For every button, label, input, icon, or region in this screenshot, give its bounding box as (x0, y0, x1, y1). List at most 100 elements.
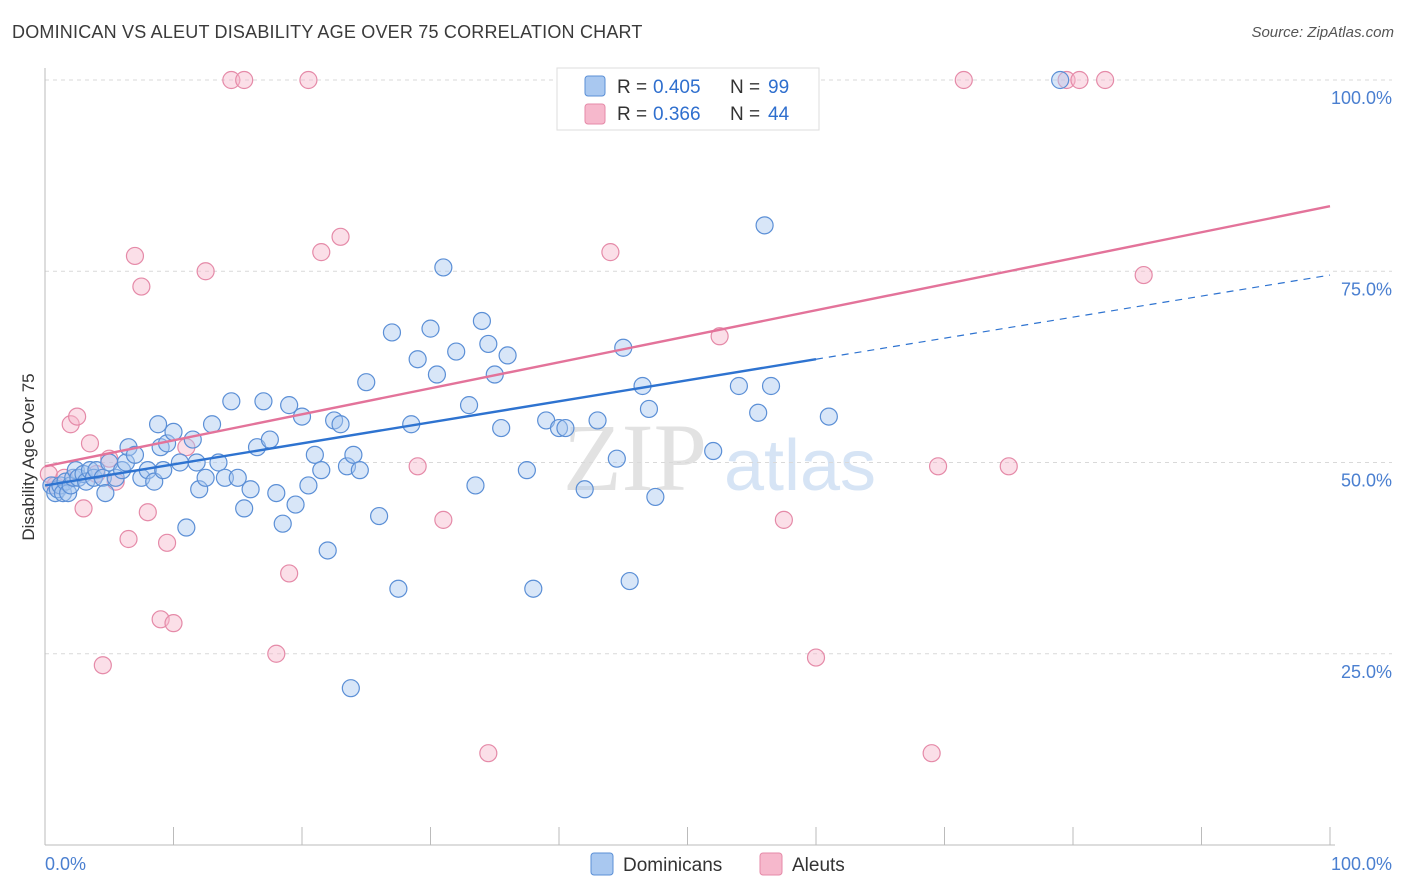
dominicans-point-46 (254, 392, 273, 411)
dominicans-point-27 (148, 415, 168, 434)
dominicans-point-80 (517, 461, 536, 480)
dominicans-point-98 (819, 407, 838, 426)
dominicans-point-95 (749, 403, 768, 422)
watermark-atlas: atlas (724, 426, 876, 506)
dominicans-point-65 (382, 323, 402, 342)
aleuts-point-32 (710, 327, 729, 346)
dominicans-point-50 (280, 396, 299, 415)
legend-n-value-aleuts: 44 (768, 104, 790, 125)
y-tick-label-25: 25.0% (1341, 662, 1392, 682)
legend-r-value-aleuts: 0.366 (653, 104, 701, 125)
dominicans-point-97 (761, 376, 781, 396)
dominicans-point-40 (215, 468, 234, 487)
dominicans-point-73 (459, 396, 479, 415)
dominicans-point-54 (305, 445, 324, 464)
dominicans-point-94 (729, 376, 749, 396)
y-tick-label-50: 50.0% (1341, 471, 1392, 491)
dominicans-point-63 (357, 373, 376, 392)
y-tick-label-75: 75.0% (1341, 279, 1392, 299)
dominicans-point-37 (196, 468, 215, 487)
aleuts-point-28 (434, 510, 453, 529)
aleuts-point-36 (922, 744, 941, 763)
dominicans-point-66 (389, 579, 408, 598)
aleuts-point-16 (157, 533, 177, 552)
dominicans-point-53 (299, 476, 318, 495)
dominicans-point-47 (260, 430, 279, 449)
legend-swatch-dominicans (584, 75, 606, 97)
bottom-legend-label-dominicans: Dominicans (623, 855, 722, 876)
aleuts-point-17 (164, 614, 183, 633)
aleuts-point-14 (138, 503, 157, 522)
dominicans-point-68 (408, 350, 427, 369)
dominicans-point-31 (164, 422, 183, 441)
dominicans-point-84 (556, 418, 575, 438)
aleuts-point-19 (196, 262, 215, 281)
aleuts-point-43 (1134, 265, 1153, 285)
aleuts-point-4 (68, 407, 87, 426)
legend-r-label-aleuts: R = (617, 104, 647, 125)
dominicans-point-61 (344, 445, 363, 464)
dominicans-point-42 (228, 468, 247, 487)
dominicans-point-83 (549, 418, 569, 438)
aleuts-point-26 (331, 227, 350, 246)
legend-n-label-dominicans: N = (730, 77, 760, 98)
dominicans-point-76 (479, 334, 498, 354)
dominicans-point-70 (427, 365, 447, 384)
dominicans-point-87 (607, 449, 626, 468)
correlation-legend: R = 0.405 N = 99 R = 0.366 N = 44 (556, 67, 820, 131)
dominicans-point-17 (96, 484, 115, 503)
legend-r-value-dominicans: 0.405 (653, 77, 701, 98)
series-legend: Dominicans Aleuts (590, 852, 845, 876)
dominicans-point-49 (273, 514, 292, 533)
aleuts-point-21 (235, 70, 254, 90)
dominicans-point-34 (183, 430, 202, 449)
aleuts-point-37 (928, 457, 948, 476)
dominicans-point-71 (434, 258, 453, 277)
dominicans-point-36 (190, 480, 209, 499)
series-dominicans-points (42, 70, 1070, 698)
aleuts-point-33 (774, 510, 793, 529)
dominicans-point-44 (241, 480, 260, 499)
dominicans-point-33 (177, 518, 196, 537)
legend-r-label-dominicans: R = (617, 77, 647, 98)
bottom-legend-swatch-dominicans (590, 852, 614, 876)
dominicans-point-69 (421, 319, 440, 338)
dominicans-point-41 (222, 392, 241, 411)
dominicans-point-99 (1051, 70, 1070, 90)
dominicans-trend-line (44, 358, 817, 487)
source-label: Source: ZipAtlas.com (1251, 24, 1394, 41)
dominicans-point-74 (466, 476, 485, 495)
dominicans-point-96 (755, 216, 774, 235)
dominicans-point-4 (53, 484, 73, 503)
watermark: ZIP atlas (563, 404, 876, 511)
x-tick-label-min: 0.0% (45, 854, 86, 874)
dominicans-point-23 (125, 445, 145, 464)
aleuts-point-35 (806, 648, 826, 667)
dominicans-trend-extension (815, 274, 1331, 360)
gridlines (45, 79, 1392, 655)
legend-swatch-aleuts (584, 103, 606, 125)
watermark-zip: ZIP (563, 404, 707, 511)
aleuts-point-8 (93, 656, 112, 675)
aleuts-point-12 (125, 246, 145, 266)
y-tick-labels: 25.0% 50.0% 75.0% 100.0% (1331, 88, 1392, 682)
dominicans-point-58 (331, 415, 350, 434)
dominicans-point-64 (370, 506, 389, 526)
aleuts-point-40 (1057, 70, 1076, 90)
aleuts-trend-line (44, 205, 1331, 468)
aleuts-point-20 (222, 70, 241, 90)
bottom-legend-swatch-aleuts (759, 852, 783, 876)
aleuts-point-38 (954, 70, 973, 90)
dominicans-point-89 (620, 571, 639, 591)
aleuts-point-13 (132, 277, 151, 296)
aleuts-point-5 (74, 499, 93, 518)
aleuts-point-25 (312, 243, 331, 262)
aleuts-point-42 (1096, 70, 1115, 90)
legend-n-value-dominicans: 99 (768, 77, 789, 98)
trend-lines (44, 205, 1331, 487)
x-axis-ticks (44, 827, 1331, 845)
series-aleuts-points (39, 70, 1153, 763)
dominicans-point-56 (318, 541, 337, 560)
dominicans-point-79 (498, 346, 517, 365)
